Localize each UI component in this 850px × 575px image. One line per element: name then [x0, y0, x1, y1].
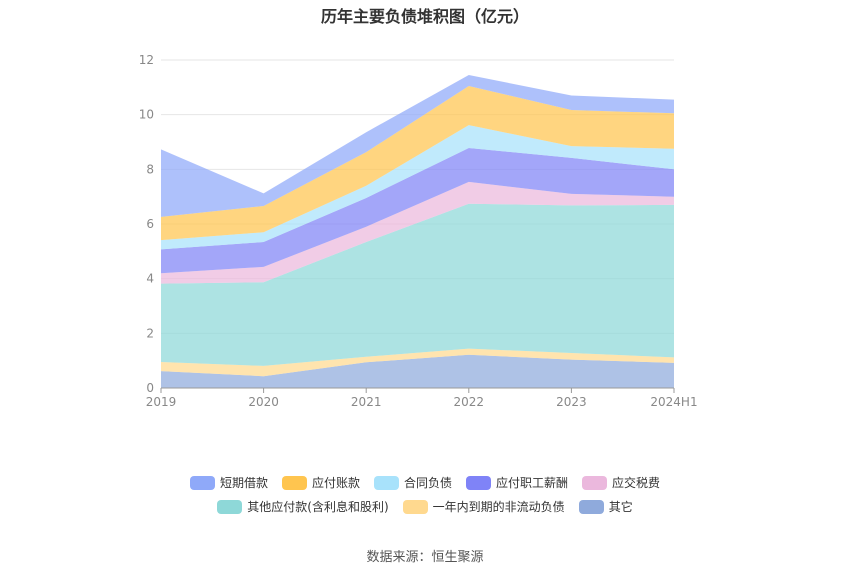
- area-series: [161, 181, 674, 284]
- y-tick-label: 0: [146, 381, 154, 395]
- chart-title: 历年主要负债堆积图（亿元）: [320, 7, 529, 26]
- y-tick-label: 6: [146, 217, 154, 231]
- area-series: [161, 86, 674, 241]
- legend-swatch: [373, 475, 399, 490]
- legend-swatch: [189, 475, 215, 490]
- area-series: [161, 348, 674, 377]
- axes: 0 2 4 6 8 10 12 2019 2020 2021 2022 2023 2024H1: [139, 53, 698, 409]
- area-series-layer: [161, 75, 674, 388]
- legend-item[interactable]: 短期借款: [189, 474, 268, 491]
- legend-swatch: [466, 475, 491, 490]
- legend-label: 应付账款: [311, 476, 360, 490]
- legend-item[interactable]: 应付职工薪酬: [466, 474, 568, 491]
- area-series: [161, 354, 674, 388]
- x-tick-label: 2024H1: [650, 395, 697, 409]
- legend-row-2: 其他应付款(含利息和股利) 一年内到期的非流动负债 其它: [0, 498, 850, 515]
- y-tick-label: 4: [146, 272, 154, 286]
- legend-item[interactable]: 合同负债: [373, 474, 452, 491]
- legend-label: 应付职工薪酬: [496, 476, 569, 490]
- area-series: [161, 75, 674, 217]
- y-tick-label: 10: [139, 108, 154, 122]
- legend-label: 应交税费: [612, 476, 661, 490]
- legend-swatch: [402, 499, 428, 514]
- x-tick-label: 2019: [146, 395, 177, 409]
- legend-row-1: 短期借款 应付账款 合同负债 应付职工薪酬 应交税费: [0, 474, 850, 491]
- y-tick-label: 2: [146, 326, 154, 340]
- legend-item[interactable]: 应交税费: [582, 474, 660, 491]
- x-tick-label: 2021: [351, 395, 382, 409]
- legend-item[interactable]: 其他应付款(含利息和股利): [217, 498, 389, 515]
- y-tick-label: 8: [146, 162, 154, 176]
- legend-label: 合同负债: [403, 476, 452, 490]
- area-series: [161, 203, 674, 366]
- x-tick-label: 2023: [556, 395, 587, 409]
- legend-swatch: [582, 475, 608, 490]
- legend-label: 其他应付款(含利息和股利): [247, 500, 389, 514]
- legend-label: 短期借款: [219, 476, 268, 490]
- legend-item[interactable]: 一年内到期的非流动负债: [402, 498, 565, 515]
- legend-swatch: [281, 475, 307, 490]
- data-source-note: 数据来源：恒生聚源: [366, 550, 484, 565]
- legend-swatch: [217, 499, 243, 514]
- x-tick-label: 2020: [248, 395, 279, 409]
- legend-swatch: [578, 499, 604, 514]
- area-series: [161, 148, 674, 274]
- legend-item[interactable]: 应付账款: [281, 474, 360, 491]
- legend-label: 其它: [608, 500, 633, 514]
- legend-item[interactable]: 其它: [578, 498, 633, 515]
- y-tick-label: 12: [139, 53, 154, 67]
- legend-label: 一年内到期的非流动负债: [432, 500, 565, 514]
- area-series: [161, 125, 674, 250]
- x-tick-label: 2022: [454, 395, 485, 409]
